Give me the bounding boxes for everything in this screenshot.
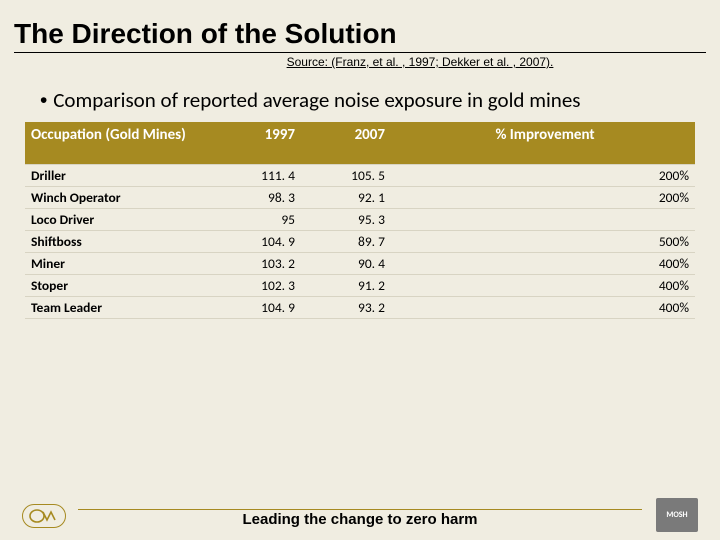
bullet-content: Comparison of reported average noise exp…: [53, 87, 580, 113]
cell-1997: 111. 4: [215, 164, 305, 186]
bullet-text: • Comparison of reported average noise e…: [0, 69, 720, 120]
cell-improvement: 200%: [395, 186, 695, 208]
cell-2007: 93. 2: [305, 296, 395, 318]
cell-occupation: Shiftboss: [25, 230, 215, 252]
col-occupation: Occupation (Gold Mines): [25, 122, 215, 164]
table-row: Driller111. 4105. 5200%: [25, 164, 695, 186]
cm-logo: [22, 504, 66, 528]
cell-occupation: Winch Operator: [25, 186, 215, 208]
cell-occupation: Team Leader: [25, 296, 215, 318]
footer-line: [78, 509, 642, 510]
table-row: Stoper102. 391. 2400%: [25, 274, 695, 296]
cell-1997: 104. 9: [215, 296, 305, 318]
cell-improvement: 400%: [395, 252, 695, 274]
table-header-row: Occupation (Gold Mines) 1997 2007 % Impr…: [25, 122, 695, 164]
cm-logo-icon: [29, 509, 59, 523]
cell-1997: 102. 3: [215, 274, 305, 296]
table-row: Team Leader104. 993. 2400%: [25, 296, 695, 318]
footer-text: Leading the change to zero harm: [0, 511, 720, 528]
col-2007: 2007: [305, 122, 395, 164]
cell-occupation: Loco Driver: [25, 208, 215, 230]
cell-occupation: Miner: [25, 252, 215, 274]
cell-improvement: 500%: [395, 230, 695, 252]
cell-1997: 104. 9: [215, 230, 305, 252]
noise-exposure-table: Occupation (Gold Mines) 1997 2007 % Impr…: [25, 122, 695, 319]
mosh-logo-text: MOSH: [666, 510, 687, 520]
slide-title: The Direction of the Solution: [14, 18, 706, 50]
cell-improvement: [395, 208, 695, 230]
cell-1997: 95: [215, 208, 305, 230]
cell-improvement: 400%: [395, 274, 695, 296]
table-row: Miner103. 290. 4400%: [25, 252, 695, 274]
cell-2007: 91. 2: [305, 274, 395, 296]
cell-occupation: Stoper: [25, 274, 215, 296]
cell-occupation: Driller: [25, 164, 215, 186]
cell-2007: 95. 3: [305, 208, 395, 230]
col-improvement: % Improvement: [395, 122, 695, 164]
source-citation: Source: (Franz, et al. , 1997; Dekker et…: [134, 55, 706, 69]
table-row: Shiftboss104. 989. 7500%: [25, 230, 695, 252]
cell-1997: 103. 2: [215, 252, 305, 274]
title-underline: [14, 52, 706, 53]
cell-2007: 89. 7: [305, 230, 395, 252]
cell-improvement: 400%: [395, 296, 695, 318]
table-row: Winch Operator98. 392. 1200%: [25, 186, 695, 208]
cell-2007: 90. 4: [305, 252, 395, 274]
table-row: Loco Driver9595. 3: [25, 208, 695, 230]
cell-improvement: 200%: [395, 164, 695, 186]
mosh-logo: MOSH: [656, 498, 698, 532]
bullet-marker: •: [40, 89, 53, 112]
cell-1997: 98. 3: [215, 186, 305, 208]
col-1997: 1997: [215, 122, 305, 164]
cell-2007: 105. 5: [305, 164, 395, 186]
cell-2007: 92. 1: [305, 186, 395, 208]
